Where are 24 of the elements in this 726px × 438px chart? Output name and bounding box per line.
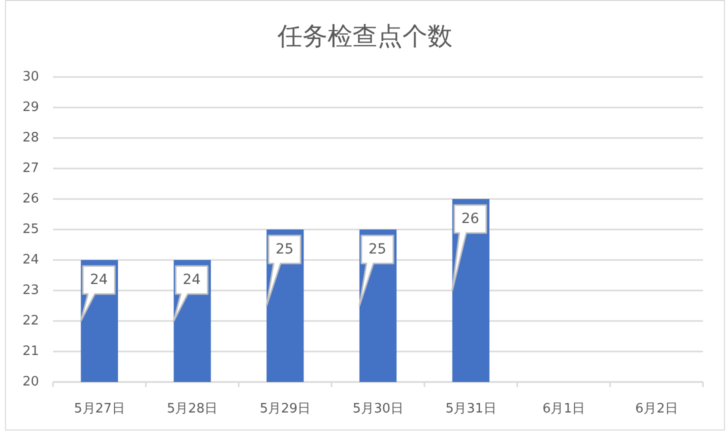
y-tick-label: 23: [22, 283, 39, 298]
y-tick-label: 29: [22, 100, 39, 115]
y-tick-label: 28: [22, 130, 39, 146]
data-label: 25: [368, 242, 386, 258]
x-tick-label: 5月29日: [260, 402, 311, 416]
x-tick-label: 6月1日: [542, 402, 585, 416]
x-tick-label: 6月2日: [635, 402, 678, 416]
y-tick-label: 20: [22, 374, 39, 390]
data-label: 26: [461, 211, 480, 227]
y-tick-label: 21: [22, 344, 39, 359]
y-tick-label: 22: [22, 314, 39, 328]
data-label: 25: [276, 242, 294, 258]
x-tick-label: 5月28日: [166, 402, 218, 416]
chart-title: 任务检查点个数: [276, 22, 452, 50]
y-tick-label: 26: [22, 192, 39, 206]
y-tick-label: 27: [22, 161, 39, 176]
data-label: 24: [90, 272, 108, 288]
y-tick-label: 30: [22, 70, 39, 84]
data-label: 24: [182, 272, 201, 288]
y-tick-label: 25: [22, 222, 39, 237]
x-tick-label: 5月31日: [445, 402, 496, 416]
x-tick-label: 5月30日: [352, 402, 404, 416]
y-tick-label: 24: [22, 252, 39, 268]
x-tick-label: 5月27日: [74, 402, 125, 416]
